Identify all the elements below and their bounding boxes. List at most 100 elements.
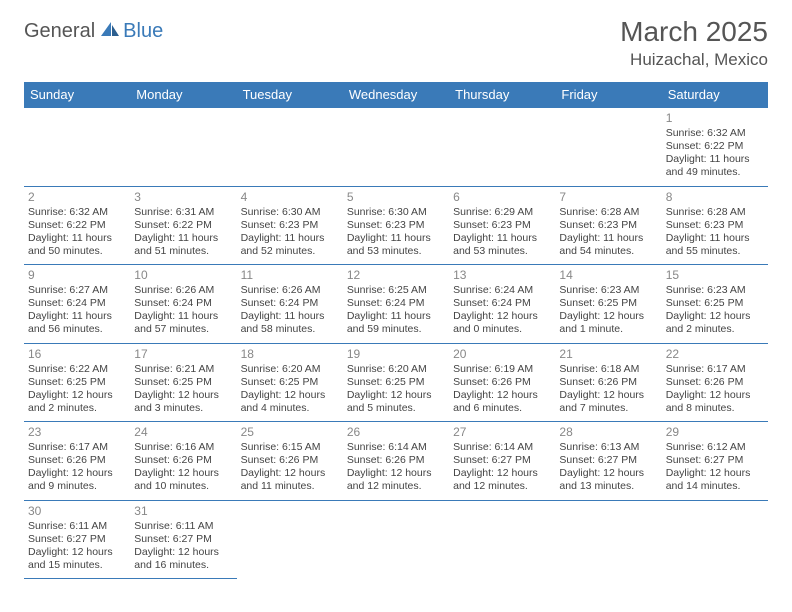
day-detail: Sunset: 6:26 PM <box>453 376 551 389</box>
day-detail: Daylight: 11 hours <box>28 232 126 245</box>
day-detail: Daylight: 11 hours <box>347 310 445 323</box>
day-detail: Sunrise: 6:19 AM <box>453 363 551 376</box>
calendar-cell <box>24 108 130 187</box>
logo-text-general: General <box>24 20 95 43</box>
day-detail: Daylight: 11 hours <box>241 310 339 323</box>
calendar-week: 2Sunrise: 6:32 AMSunset: 6:22 PMDaylight… <box>24 186 768 265</box>
calendar-cell: 23Sunrise: 6:17 AMSunset: 6:26 PMDayligh… <box>24 422 130 501</box>
day-detail: Sunrise: 6:28 AM <box>666 206 764 219</box>
calendar-cell: 16Sunrise: 6:22 AMSunset: 6:25 PMDayligh… <box>24 343 130 422</box>
calendar-week: 16Sunrise: 6:22 AMSunset: 6:25 PMDayligh… <box>24 343 768 422</box>
col-sunday: Sunday <box>24 82 130 108</box>
calendar-cell: 4Sunrise: 6:30 AMSunset: 6:23 PMDaylight… <box>237 186 343 265</box>
calendar-cell: 1Sunrise: 6:32 AMSunset: 6:22 PMDaylight… <box>662 108 768 187</box>
day-detail: Sunrise: 6:11 AM <box>134 520 232 533</box>
day-detail: Sunset: 6:25 PM <box>134 376 232 389</box>
col-friday: Friday <box>555 82 661 108</box>
day-number: 19 <box>347 347 445 362</box>
calendar-cell: 12Sunrise: 6:25 AMSunset: 6:24 PMDayligh… <box>343 265 449 344</box>
day-detail: Sunset: 6:27 PM <box>453 454 551 467</box>
day-number: 25 <box>241 425 339 440</box>
day-detail: Daylight: 12 hours <box>28 389 126 402</box>
day-detail: and 12 minutes. <box>453 480 551 493</box>
day-number: 30 <box>28 504 126 519</box>
day-number: 6 <box>453 190 551 205</box>
title-block: March 2025 Huizachal, Mexico <box>620 16 768 70</box>
day-number: 14 <box>559 268 657 283</box>
calendar-cell: 22Sunrise: 6:17 AMSunset: 6:26 PMDayligh… <box>662 343 768 422</box>
day-number: 18 <box>241 347 339 362</box>
day-detail: and 12 minutes. <box>347 480 445 493</box>
day-detail: Daylight: 12 hours <box>347 467 445 480</box>
col-monday: Monday <box>130 82 236 108</box>
day-number: 26 <box>347 425 445 440</box>
day-detail: and 54 minutes. <box>559 245 657 258</box>
day-number: 8 <box>666 190 764 205</box>
day-detail: Sunrise: 6:32 AM <box>28 206 126 219</box>
day-detail: Sunset: 6:23 PM <box>666 219 764 232</box>
day-detail: Daylight: 12 hours <box>666 310 764 323</box>
day-detail: Sunrise: 6:20 AM <box>241 363 339 376</box>
day-detail: Sunset: 6:27 PM <box>28 533 126 546</box>
day-detail: and 52 minutes. <box>241 245 339 258</box>
day-number: 2 <box>28 190 126 205</box>
day-detail: Daylight: 12 hours <box>559 310 657 323</box>
calendar-cell: 2Sunrise: 6:32 AMSunset: 6:22 PMDaylight… <box>24 186 130 265</box>
day-detail: and 16 minutes. <box>134 559 232 572</box>
calendar-cell: 6Sunrise: 6:29 AMSunset: 6:23 PMDaylight… <box>449 186 555 265</box>
day-detail: Sunset: 6:24 PM <box>453 297 551 310</box>
day-detail: Daylight: 11 hours <box>134 310 232 323</box>
day-detail: and 50 minutes. <box>28 245 126 258</box>
day-number: 7 <box>559 190 657 205</box>
day-detail: and 11 minutes. <box>241 480 339 493</box>
day-detail: Sunrise: 6:15 AM <box>241 441 339 454</box>
col-saturday: Saturday <box>662 82 768 108</box>
day-detail: and 2 minutes. <box>666 323 764 336</box>
day-number: 28 <box>559 425 657 440</box>
day-detail: and 1 minute. <box>559 323 657 336</box>
day-detail: Daylight: 12 hours <box>347 389 445 402</box>
header: General Blue March 2025 Huizachal, Mexic… <box>24 16 768 70</box>
day-detail: Sunrise: 6:23 AM <box>666 284 764 297</box>
day-detail: and 3 minutes. <box>134 402 232 415</box>
day-detail: and 15 minutes. <box>28 559 126 572</box>
day-detail: Daylight: 12 hours <box>134 389 232 402</box>
calendar-cell: 26Sunrise: 6:14 AMSunset: 6:26 PMDayligh… <box>343 422 449 501</box>
day-detail: Daylight: 12 hours <box>134 467 232 480</box>
day-detail: Sunset: 6:26 PM <box>241 454 339 467</box>
day-detail: Sunset: 6:22 PM <box>28 219 126 232</box>
title-location: Huizachal, Mexico <box>620 50 768 70</box>
day-detail: Daylight: 11 hours <box>28 310 126 323</box>
day-detail: Daylight: 11 hours <box>347 232 445 245</box>
day-detail: Sunset: 6:22 PM <box>666 140 764 153</box>
day-number: 23 <box>28 425 126 440</box>
day-number: 11 <box>241 268 339 283</box>
day-number: 3 <box>134 190 232 205</box>
calendar-week: 9Sunrise: 6:27 AMSunset: 6:24 PMDaylight… <box>24 265 768 344</box>
calendar-cell <box>555 108 661 187</box>
day-detail: Sunrise: 6:24 AM <box>453 284 551 297</box>
day-detail: and 8 minutes. <box>666 402 764 415</box>
day-detail: Sunrise: 6:11 AM <box>28 520 126 533</box>
calendar-cell: 11Sunrise: 6:26 AMSunset: 6:24 PMDayligh… <box>237 265 343 344</box>
day-number: 5 <box>347 190 445 205</box>
day-detail: Sunrise: 6:31 AM <box>134 206 232 219</box>
day-detail: and 59 minutes. <box>347 323 445 336</box>
day-detail: Sunset: 6:26 PM <box>28 454 126 467</box>
day-detail: Daylight: 12 hours <box>241 467 339 480</box>
calendar-cell: 18Sunrise: 6:20 AMSunset: 6:25 PMDayligh… <box>237 343 343 422</box>
day-detail: Sunrise: 6:17 AM <box>666 363 764 376</box>
calendar-cell: 10Sunrise: 6:26 AMSunset: 6:24 PMDayligh… <box>130 265 236 344</box>
day-detail: Daylight: 12 hours <box>134 546 232 559</box>
day-detail: Daylight: 12 hours <box>666 467 764 480</box>
day-detail: and 7 minutes. <box>559 402 657 415</box>
day-detail: Daylight: 11 hours <box>666 153 764 166</box>
day-number: 29 <box>666 425 764 440</box>
calendar-cell: 31Sunrise: 6:11 AMSunset: 6:27 PMDayligh… <box>130 500 236 579</box>
day-detail: and 14 minutes. <box>666 480 764 493</box>
day-detail: Sunset: 6:27 PM <box>559 454 657 467</box>
calendar-cell: 28Sunrise: 6:13 AMSunset: 6:27 PMDayligh… <box>555 422 661 501</box>
day-detail: Daylight: 11 hours <box>453 232 551 245</box>
day-detail: Daylight: 11 hours <box>559 232 657 245</box>
day-number: 20 <box>453 347 551 362</box>
